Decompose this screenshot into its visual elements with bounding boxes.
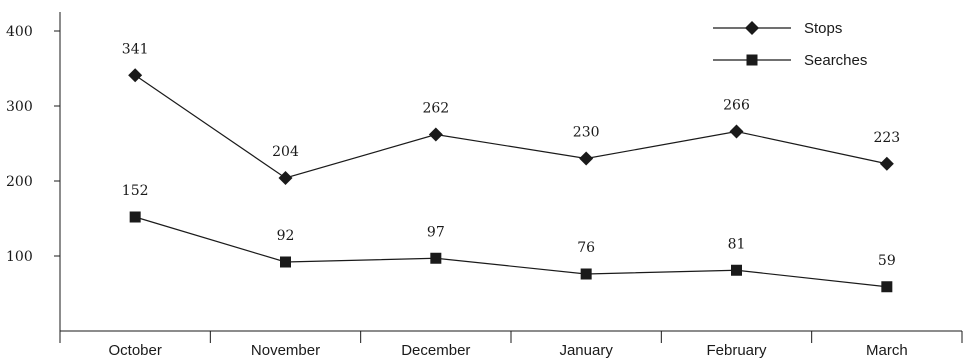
data-point-square — [430, 252, 442, 264]
x-category-label: November — [251, 342, 320, 359]
data-label: 92 — [277, 228, 295, 244]
data-point-square — [731, 264, 742, 276]
x-axis-ticks: October November December January February Ma… — [59, 331, 963, 359]
y-tick-label: 100 — [6, 249, 33, 265]
x-category-label: January — [559, 342, 613, 359]
data-label: 204 — [272, 144, 299, 160]
data-label: 152 — [122, 183, 149, 199]
legend-marker-diamond — [745, 21, 759, 35]
data-label: 97 — [427, 224, 445, 240]
x-category-label: December — [401, 342, 470, 359]
data-label: 223 — [873, 130, 900, 146]
y-tick-label: 200 — [6, 174, 33, 190]
legend-label: Stops — [804, 20, 842, 37]
data-label: 76 — [577, 240, 595, 256]
data-point-diamond — [579, 151, 594, 166]
y-axis-ticks: 100 200 300 400 — [6, 24, 60, 265]
data-point-square — [280, 256, 291, 268]
data-label: 341 — [122, 41, 149, 57]
data-label: 230 — [573, 125, 600, 141]
y-tick-label: 400 — [6, 24, 33, 40]
data-point-square — [580, 268, 592, 280]
x-category-label: October — [108, 342, 161, 359]
data-point-diamond — [428, 127, 443, 142]
y-tick-label: 300 — [6, 99, 33, 115]
legend-label: Searches — [804, 52, 867, 69]
data-point-diamond — [879, 156, 894, 171]
data-point-square — [129, 211, 141, 223]
x-category-label: March — [866, 342, 908, 359]
data-label: 262 — [422, 101, 449, 117]
series-line-stops — [134, 74, 887, 179]
series-stops: 341 204 262 230 266 223 — [122, 41, 900, 185]
series-searches: 152 92 97 76 81 59 — [122, 183, 896, 293]
data-label: 81 — [728, 236, 746, 252]
legend-item-searches: Searches — [713, 52, 867, 69]
data-point-diamond — [729, 124, 744, 139]
series-group: 341 204 262 230 266 223 152 92 97 76 81 59 — [122, 41, 900, 293]
x-category-label: February — [706, 342, 767, 359]
data-label: 266 — [723, 98, 750, 114]
data-point-diamond — [278, 171, 293, 185]
data-label: 59 — [878, 253, 896, 269]
data-point-square — [881, 281, 893, 293]
legend: Stops Searches — [713, 20, 867, 69]
legend-item-stops: Stops — [713, 20, 842, 37]
data-point-diamond — [128, 68, 143, 83]
series-line-searches — [134, 216, 887, 288]
legend-marker-square — [746, 54, 758, 66]
